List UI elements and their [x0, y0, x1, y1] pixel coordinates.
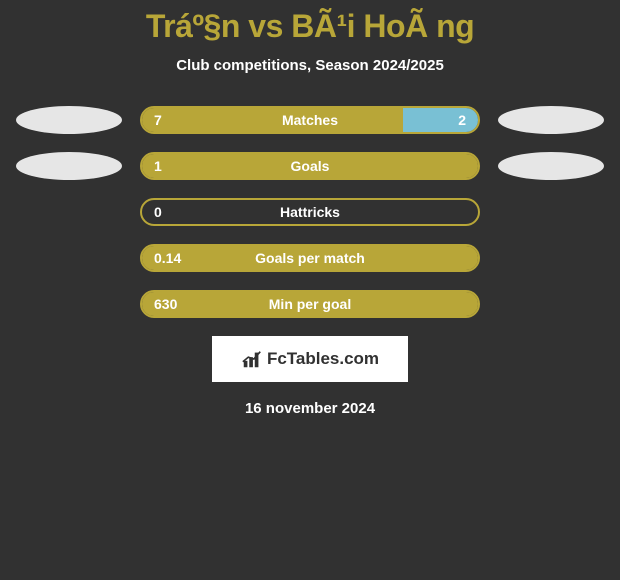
stat-bar: Min per goal630	[140, 290, 480, 318]
player-left-badge	[16, 106, 122, 134]
stat-bar: Goals1	[140, 152, 480, 180]
stat-label: Min per goal	[142, 292, 478, 316]
snapshot-date: 16 november 2024	[0, 400, 620, 417]
bar-chart-icon	[241, 348, 263, 370]
stat-value-left: 0	[154, 200, 162, 224]
stat-row: Goals1	[0, 152, 620, 180]
stat-bar: Goals per match0.14	[140, 244, 480, 272]
stat-bar: Matches7 2	[140, 106, 480, 134]
stat-label: Matches	[142, 108, 478, 132]
spacer	[16, 244, 122, 272]
comparison-subtitle: Club competitions, Season 2024/2025	[0, 57, 620, 74]
comparison-title: Tráº§n vs BÃ¹i HoÃ ng	[0, 0, 620, 45]
spacer	[498, 198, 604, 226]
player-left-badge	[16, 152, 122, 180]
stat-label: Hattricks	[142, 200, 478, 224]
stat-rows: Matches7 2 Goals1 Hattricks0 Goals per match…	[0, 106, 620, 318]
stat-value-left: 630	[154, 292, 177, 316]
spacer	[498, 290, 604, 318]
site-logo: FcTables.com	[212, 336, 408, 382]
player-right-badge	[498, 106, 604, 134]
stat-label: Goals	[142, 154, 478, 178]
stat-value-left: 0.14	[154, 246, 181, 270]
stat-row: Goals per match0.14	[0, 244, 620, 272]
site-logo-text: FcTables.com	[267, 349, 379, 369]
stat-row: Min per goal630	[0, 290, 620, 318]
stat-value-right: 2	[458, 108, 466, 132]
spacer	[16, 198, 122, 226]
player-right-badge	[498, 152, 604, 180]
stat-value-left: 7	[154, 108, 162, 132]
stat-label: Goals per match	[142, 246, 478, 270]
stat-value-left: 1	[154, 154, 162, 178]
stat-row: Hattricks0	[0, 198, 620, 226]
stat-row: Matches7 2	[0, 106, 620, 134]
spacer	[16, 290, 122, 318]
spacer	[498, 244, 604, 272]
stat-bar: Hattricks0	[140, 198, 480, 226]
